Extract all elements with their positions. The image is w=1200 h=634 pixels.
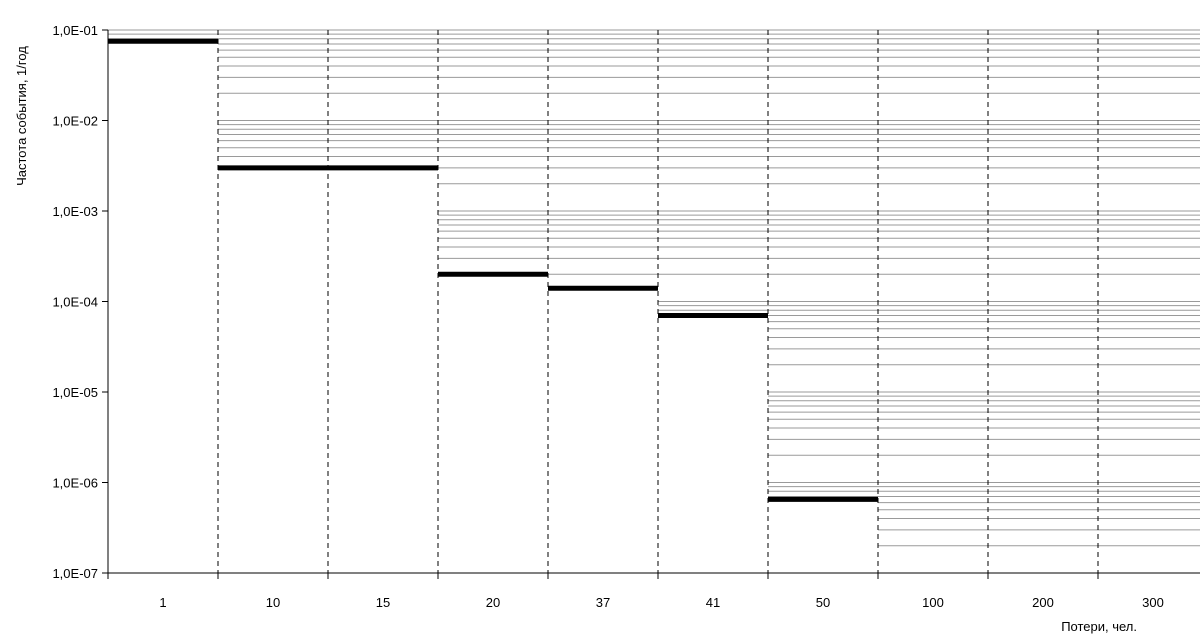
x-axis-title: Потери, чел.	[1061, 619, 1137, 634]
x-tick-label: 100	[922, 595, 944, 610]
y-tick-label: 1,0E-06	[52, 476, 98, 491]
x-tick-label: 300	[1142, 595, 1164, 610]
x-tick-label: 41	[706, 595, 720, 610]
x-tick-label: 1	[159, 595, 166, 610]
gridlines	[108, 29, 1200, 573]
y-tick-label: 1,0E-01	[52, 23, 98, 38]
x-tick-label: 50	[816, 595, 830, 610]
y-tick-label: 1,0E-02	[52, 114, 98, 129]
series-steps	[108, 38, 878, 502]
y-tick-label: 1,0E-05	[52, 385, 98, 400]
x-tick-label: 15	[376, 595, 390, 610]
x-tick-label: 10	[266, 595, 280, 610]
y-tick-label: 1,0E-03	[52, 204, 98, 219]
x-tick-label: 37	[596, 595, 610, 610]
y-axis-title: Частота события, 1/год	[14, 46, 29, 186]
x-tick-label: 200	[1032, 595, 1054, 610]
y-tick-label: 1,0E-07	[52, 566, 98, 581]
axes: 1,0E-01 1,0E-02 1,0E-03 1,0E-04 1,0E-05 1,0E-…	[52, 23, 1200, 610]
y-tick-label: 1,0E-04	[52, 295, 98, 310]
x-tick-label: 20	[486, 595, 500, 610]
